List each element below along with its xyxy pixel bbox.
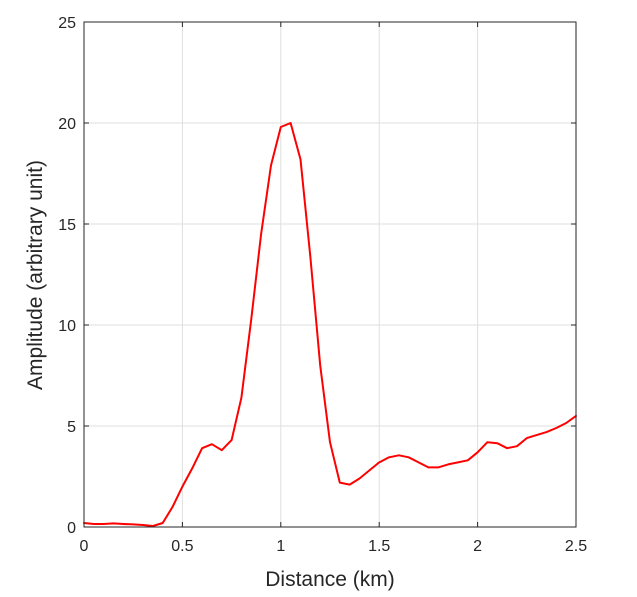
x-tick-label: 2.5 [565,538,587,555]
y-tick-label: 25 [58,15,76,32]
y-tick-label: 5 [67,419,76,436]
grid-lines [84,22,576,527]
x-tick-label: 0.5 [171,538,193,555]
y-axis-title: Amplitude (arbitrary unit) [24,160,47,390]
plot-background [84,22,576,527]
axis-ticks: 0 0.5 1 1.5 2 2.5 0 5 10 15 20 25 [58,15,587,555]
x-axis-title: Distance (km) [265,568,395,591]
y-tick-label: 0 [67,520,76,537]
y-tick-label: 20 [58,116,76,133]
x-tick-label: 1 [276,538,285,555]
axes-box [83,21,577,528]
x-tick-label: 1.5 [368,538,390,555]
y-tick-label: 15 [58,217,76,234]
data-layer [83,122,577,527]
x-tick-label: 0 [80,538,89,555]
series-line-0 [83,122,577,527]
x-tick-label: 2 [473,538,482,555]
y-tick-label: 10 [58,318,76,335]
